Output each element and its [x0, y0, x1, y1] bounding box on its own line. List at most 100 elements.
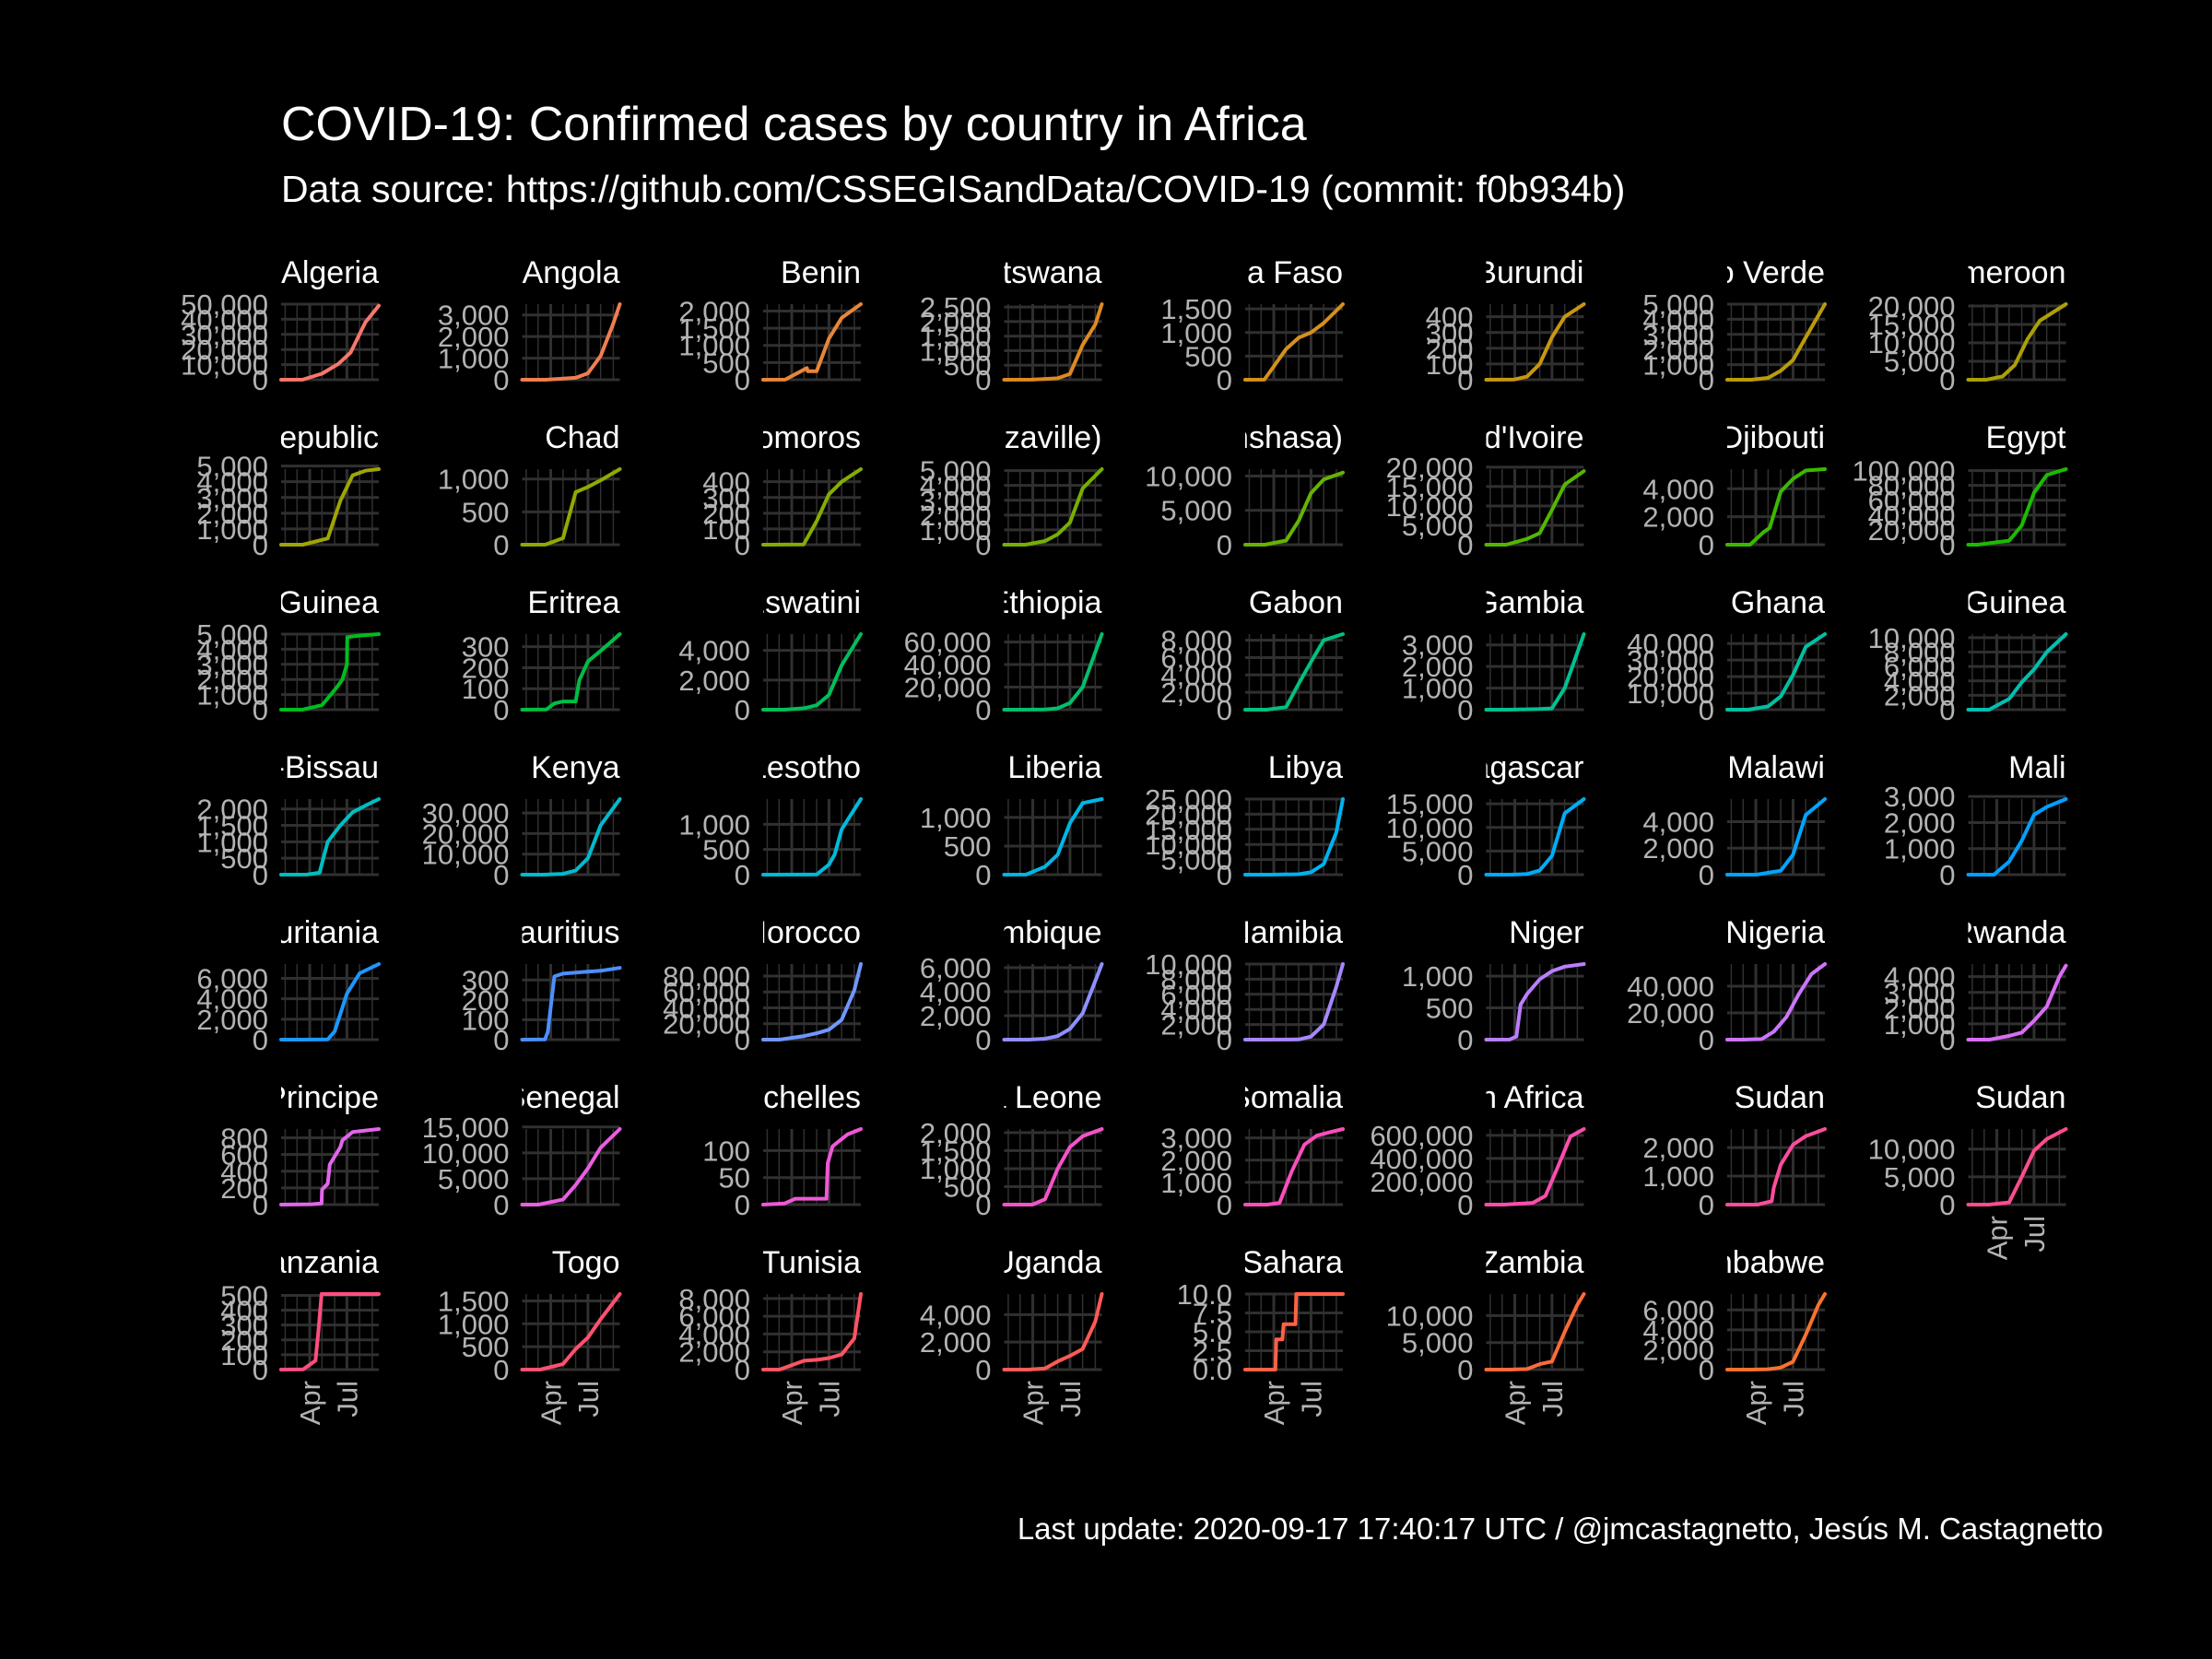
y-tick-label: 60,000	[904, 627, 992, 659]
facet-label: Sao Tome and Principe	[55, 1080, 379, 1115]
y-tick-label: 20,000	[1145, 798, 1232, 830]
series-line	[761, 797, 863, 877]
series-line	[1725, 302, 1827, 382]
y-tick-label: 4,000	[1884, 961, 1956, 994]
y-tick-label: 4,000	[678, 635, 750, 667]
series-line	[1484, 632, 1586, 712]
y-tick-label: 100	[702, 1135, 750, 1167]
y-tick-label: 1,000	[678, 808, 750, 841]
y-tick-label: 0	[493, 529, 509, 561]
facet-label: Egypt	[1986, 420, 2066, 455]
series-line	[1002, 632, 1104, 712]
series-line	[761, 962, 863, 1041]
y-tick-label: 2,000	[920, 1117, 992, 1149]
y-tick-label: 0	[1939, 364, 1955, 396]
y-tick-label: 500	[1426, 993, 1474, 1025]
series-line	[1966, 963, 2068, 1041]
y-tick-label: 0	[1699, 859, 1714, 891]
y-tick-label: 20,000	[1868, 290, 1956, 323]
y-tick-label: 6,000	[1884, 651, 1956, 683]
y-tick-label: 5,000	[920, 455, 992, 488]
facet-label: Zambia	[1479, 1245, 1583, 1280]
y-tick-label: 0	[253, 364, 268, 396]
series-line	[520, 467, 622, 547]
facet-label: Kenya	[531, 750, 619, 785]
facet-label: Eritrea	[527, 585, 619, 620]
y-tick-label: 8,000	[1884, 637, 1956, 669]
facet-label: Namibia	[1228, 915, 1343, 950]
facet-label: Ghana	[1731, 585, 1825, 620]
y-tick-label: 2,000	[1160, 677, 1232, 709]
y-tick-label: 0	[1699, 1354, 1714, 1386]
y-tick-label: 200	[1426, 333, 1474, 365]
y-tick-label: 0	[1217, 364, 1232, 396]
facet-label: Madagascar	[1411, 750, 1583, 785]
y-tick-label: 0	[1457, 364, 1473, 396]
facet-label: Zimbabwe	[1680, 1245, 1825, 1280]
y-tick-label: 0	[493, 859, 509, 891]
y-tick-label: 0	[735, 859, 750, 891]
y-tick-label: 0	[1217, 1024, 1232, 1056]
y-tick-label: 10,000	[1145, 460, 1232, 492]
y-tick-label: 0	[975, 859, 991, 891]
y-tick-label: 0	[735, 1189, 750, 1221]
y-tick-label: 1,500	[920, 1135, 992, 1167]
y-tick-label: 15,000	[422, 1112, 510, 1144]
series-line	[1484, 1127, 1586, 1206]
facet-label: Mozambique	[923, 915, 1102, 950]
chart-subtitle: Data source: https://github.com/CSSEGISa…	[281, 168, 1626, 210]
series-line	[1243, 470, 1345, 547]
y-tick-label: 5,000	[1160, 495, 1232, 527]
y-tick-label: 0	[253, 859, 268, 891]
y-tick-label: 10,000	[422, 839, 510, 871]
y-tick-label: 0	[253, 1024, 268, 1056]
facet-label: Cote d'Ivoire	[1409, 420, 1584, 455]
facet-label: Somalia	[1230, 1080, 1343, 1115]
y-tick-label: 0	[975, 529, 991, 561]
facet-label: Tanzania	[253, 1245, 379, 1280]
y-tick-label: 6,000	[920, 952, 992, 984]
facet-label: Congo (Kinshasa)	[1092, 420, 1343, 455]
y-tick-label: 50,000	[181, 288, 268, 321]
series-line	[1966, 632, 2068, 712]
facet-label: Eswatini	[744, 585, 861, 620]
y-tick-label: 2,000	[1642, 832, 1714, 865]
facet-label: Cabo Verde	[1659, 255, 1825, 290]
y-tick-label: 1,500	[1160, 293, 1232, 325]
y-tick-label: 2,000	[1642, 1334, 1714, 1366]
y-tick-label: 500	[462, 1331, 510, 1363]
y-tick-label: 2,000	[438, 321, 510, 353]
facet-label: Uganda	[992, 1245, 1101, 1280]
y-tick-label: 10,000	[1868, 327, 1956, 359]
y-tick-label: 2,000	[920, 500, 992, 532]
facet-label: Botswana	[964, 255, 1101, 290]
y-tick-label: 1,000	[438, 464, 510, 496]
series-line	[520, 302, 622, 382]
y-tick-label: 400	[1426, 301, 1474, 334]
facet-label: Morocco	[741, 915, 861, 950]
y-tick-label: 40,000	[1627, 628, 1714, 660]
series-line	[1243, 1292, 1345, 1371]
facet-label: Djibouti	[1721, 420, 1825, 455]
series-line	[761, 302, 863, 382]
y-tick-label: 1,000	[438, 1308, 510, 1340]
y-tick-label: 5,000	[196, 618, 268, 651]
y-tick-label: 0	[253, 1354, 268, 1386]
y-tick-label: 0	[1699, 1189, 1714, 1221]
y-tick-label: 0	[1699, 1024, 1714, 1056]
y-tick-label: 1,000	[1402, 960, 1474, 993]
y-tick-label: 5,000	[1884, 1161, 1956, 1194]
